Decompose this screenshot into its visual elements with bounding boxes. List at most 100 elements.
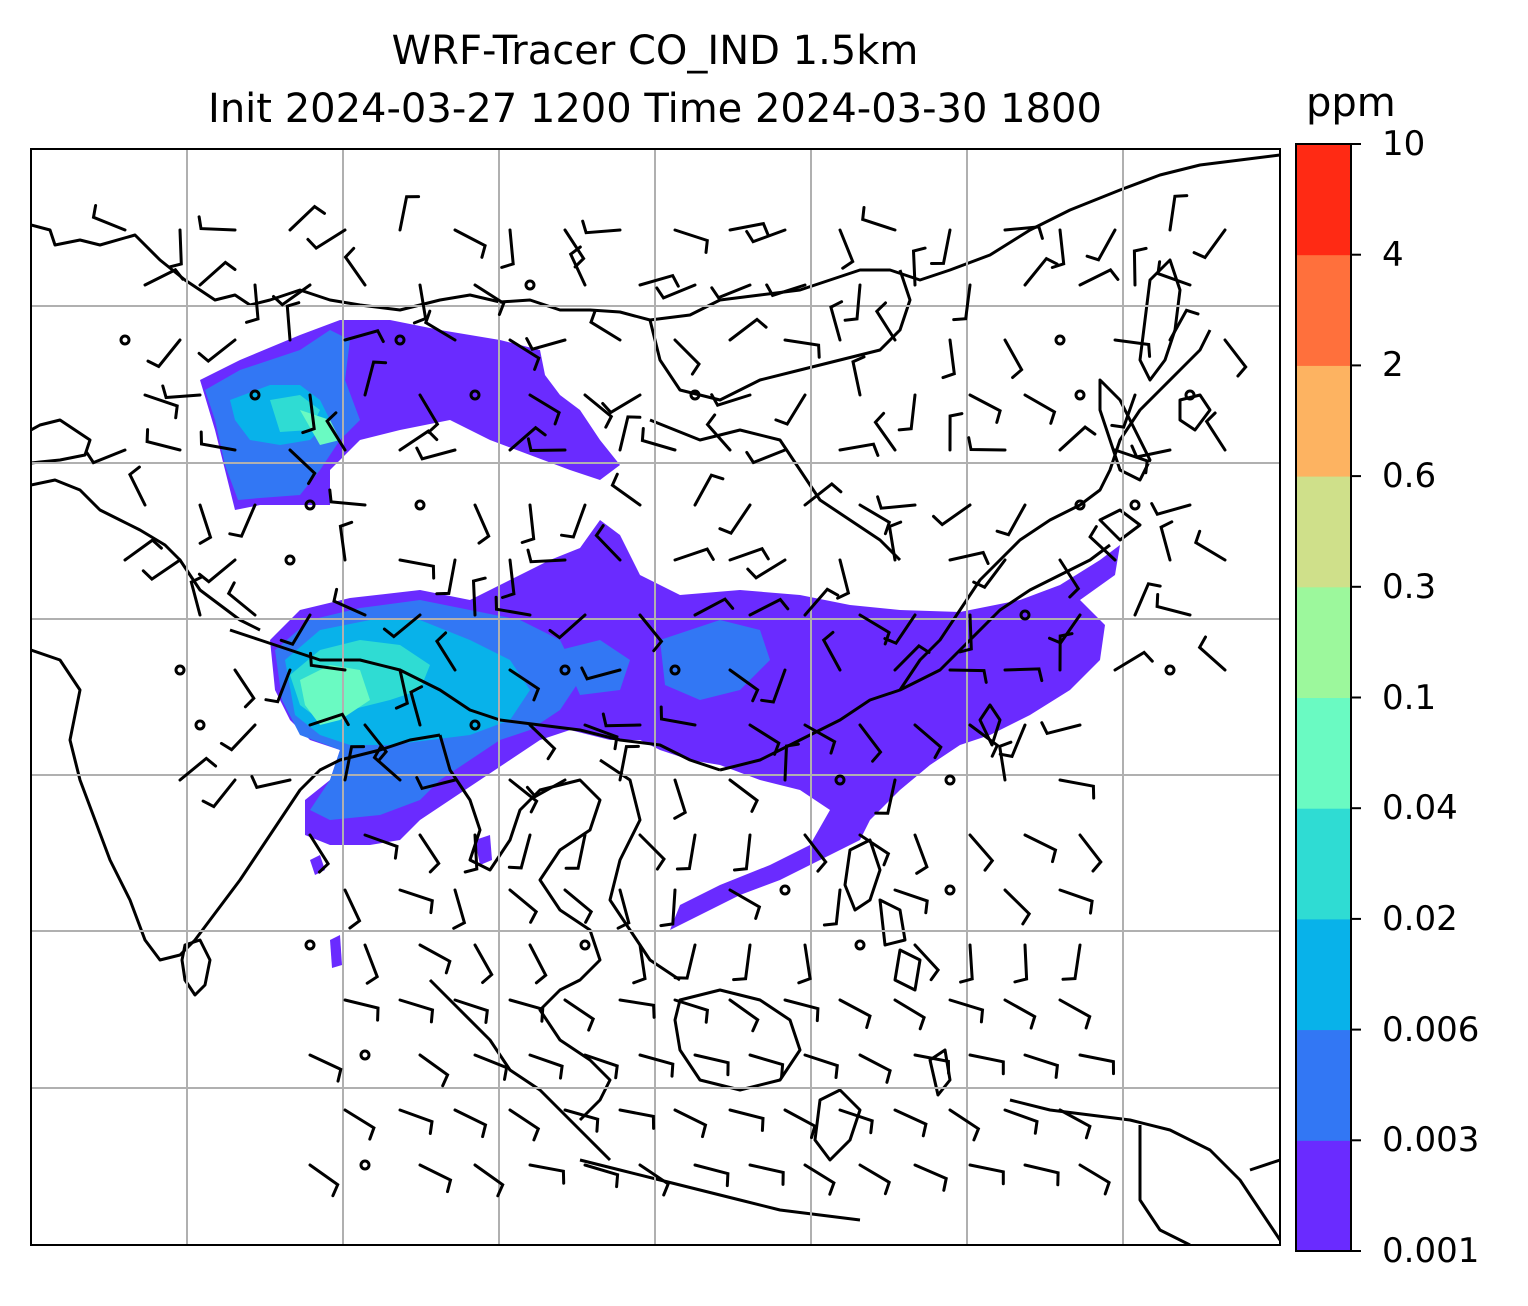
wind-barb (418, 1053, 450, 1088)
calm-circle (414, 499, 426, 511)
wind-barb (838, 998, 872, 1029)
wind-barb (1133, 582, 1162, 617)
wind-barb (500, 228, 515, 269)
wind-barb (264, 668, 292, 704)
wind-barb (972, 558, 1007, 590)
wind-barb (563, 998, 596, 1032)
wind-barb (638, 1053, 675, 1078)
gridlines (31, 149, 1280, 1245)
map-title-line1: WRF-Tracer CO_IND 1.5km (391, 28, 919, 74)
calm-circle (359, 1049, 371, 1061)
wind-barb (343, 246, 367, 287)
wind-barb (525, 337, 567, 351)
calm-circle (689, 389, 701, 401)
wind-barb (948, 550, 990, 565)
colorbar-segment (1296, 144, 1351, 256)
wind-barb (508, 778, 539, 814)
wind-barb (418, 393, 440, 434)
wind-barb (803, 1053, 839, 1079)
wind-barb (728, 546, 770, 562)
wind-barb (858, 1053, 892, 1084)
map-title-line2: Init 2024-03-27 1200 Time 2024-03-30 180… (208, 86, 1102, 132)
wind-barb (1168, 308, 1200, 342)
wind-barb (673, 338, 701, 376)
wind-barb (1003, 1108, 1039, 1135)
wind-barb (673, 998, 710, 1024)
wind-barb (1193, 529, 1227, 562)
wind-barb (423, 309, 457, 342)
wind-barb (783, 338, 821, 359)
wind-barb (245, 283, 260, 324)
wind-barb (309, 651, 347, 672)
colorbar-tick-label: 0.3 (1382, 566, 1437, 607)
colorbar-segment (1296, 476, 1351, 588)
wind-barb (803, 833, 828, 873)
wind-barb (765, 283, 807, 298)
wind-barb (583, 723, 619, 751)
colorbar-tick-label: 0.006 (1382, 1009, 1480, 1050)
wind-barb (412, 283, 428, 325)
wind-barb (1023, 256, 1059, 287)
wind-barb (526, 437, 567, 453)
wind-barb (583, 1163, 620, 1189)
wind-barb (1192, 228, 1227, 260)
wind-barb (745, 448, 787, 465)
wind-barb (146, 338, 182, 369)
wind-barb (288, 448, 317, 485)
wind-barb (728, 778, 759, 813)
calm-circle (669, 664, 681, 676)
wind-barb (610, 472, 642, 507)
wind-barb (453, 228, 487, 259)
wind-barb (998, 740, 1013, 782)
wind-barb (1113, 650, 1154, 672)
colorbar (1295, 143, 1361, 1252)
wind-barb (418, 1163, 453, 1194)
wind-barb (948, 998, 985, 1024)
wind-barb (1023, 833, 1058, 864)
wind-barb (693, 1053, 730, 1077)
wind-barb (968, 723, 1000, 758)
colorbar-unit-label: ppm (1306, 80, 1396, 126)
calm-circle (559, 664, 571, 676)
wind-barb (1023, 1053, 1060, 1079)
wind-barb (774, 393, 807, 426)
calm-circle (304, 939, 316, 951)
wind-barb (673, 778, 687, 820)
wind-barb (301, 393, 316, 435)
wind-barb (1156, 260, 1192, 287)
wind-barb (728, 668, 760, 703)
wind-barb (1078, 1053, 1115, 1076)
wind-barb (959, 943, 974, 984)
wind-barb (783, 998, 820, 1023)
colorbar-segment (1296, 586, 1351, 698)
calm-circle (779, 884, 791, 896)
wind-barb (528, 943, 548, 985)
wind-barb (452, 888, 467, 930)
wind-barb (398, 998, 435, 1024)
wind-barb (803, 587, 840, 617)
wind-barb (343, 1108, 376, 1141)
wind-barb (198, 503, 213, 545)
wind-barb (583, 393, 614, 429)
wind-barb (655, 283, 697, 300)
wind-barb (932, 503, 972, 527)
wind-barb (874, 778, 897, 815)
wind-barb (508, 668, 541, 702)
wind-barb (861, 206, 897, 232)
wind-barb (1113, 338, 1152, 358)
wind-barb (398, 1108, 434, 1135)
wind-barb (618, 1108, 656, 1130)
wind-barb (913, 723, 943, 760)
wind-barb (394, 668, 410, 710)
wind-barb (632, 943, 647, 985)
wind-barb (143, 267, 185, 287)
wind-barb (272, 283, 312, 307)
wind-barb (1050, 228, 1066, 269)
colorbar-segment (1296, 697, 1351, 809)
wind-barb (746, 558, 787, 580)
wind-barb (693, 473, 725, 507)
wind-barb (803, 1163, 836, 1196)
wind-barb (563, 1108, 600, 1133)
colorbar-segment (1296, 808, 1351, 920)
wind-barb (836, 558, 851, 600)
